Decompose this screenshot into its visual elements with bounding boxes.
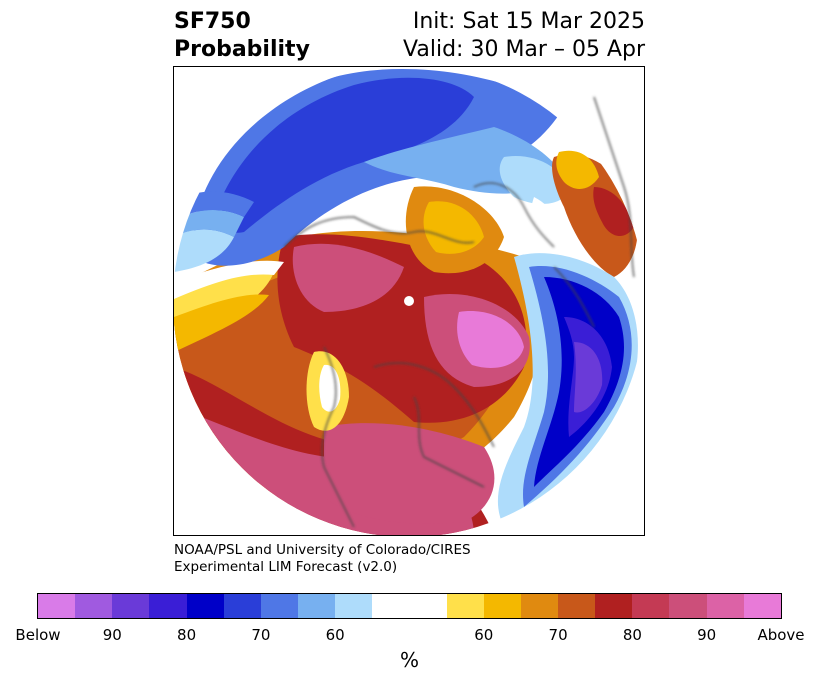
variable-name: SF750	[174, 9, 251, 34]
colorbar-above-bin-3	[557, 594, 596, 618]
colorbar-neutral-bin	[372, 594, 447, 618]
colorbar-tick-label: 80	[177, 626, 197, 644]
colorbar-tick-label: 70	[548, 626, 568, 644]
colorbar-tick-label: Above	[757, 626, 805, 644]
credit-line-2: Experimental LIM Forecast (v2.0)	[174, 559, 398, 575]
probability-field	[174, 67, 644, 535]
colorbar-above-bin-0	[446, 594, 484, 618]
colorbar-below-bin-3	[149, 594, 187, 618]
valid-date: Valid: 30 Mar – 05 Apr	[403, 37, 645, 62]
coastlines	[283, 96, 635, 528]
credit-line-1: NOAA/PSL and University of Colorado/CIRE…	[174, 542, 471, 558]
colorbar-above-bin-5	[632, 594, 670, 618]
colorbar	[37, 593, 782, 619]
colorbar-ticks: Below 90 80 70 60 60 70 80 90 Above	[0, 626, 819, 646]
polar-map	[173, 66, 645, 536]
colorbar-above-bin-8	[743, 594, 781, 618]
colorbar-above-bin-4	[595, 594, 633, 618]
map-title-left: SF750 Probability	[174, 8, 310, 64]
colorbar-below-bin-5	[223, 594, 261, 618]
credit-text: NOAA/PSL and University of Colorado/CIRE…	[174, 542, 471, 576]
init-date: Init: Sat 15 Mar 2025	[412, 9, 645, 34]
probability-map-svg	[174, 67, 644, 535]
colorbar-below-bin-0	[38, 594, 76, 618]
colorbar-tick-label: 80	[622, 626, 642, 644]
north-pole-marker	[404, 296, 414, 306]
colorbar-tick-label: 60	[474, 626, 494, 644]
colorbar-tick-label: Below	[15, 626, 61, 644]
colorbar-below-bin-4	[186, 594, 224, 618]
colorbar-tick-label: 60	[325, 626, 345, 644]
colorbar-above-bin-7	[706, 594, 744, 618]
colorbar-above-bin-1	[483, 594, 521, 618]
colorbar-below-bin-6	[260, 594, 298, 618]
colorbar-above-bin-6	[669, 594, 707, 618]
product-name: Probability	[174, 37, 310, 62]
colorbar-tick-label: 90	[102, 626, 122, 644]
colorbar-below-bin-8	[335, 594, 373, 618]
colorbar-below-bin-1	[75, 594, 113, 618]
map-title-right: Init: Sat 15 Mar 2025 Valid: 30 Mar – 05…	[403, 8, 645, 64]
colorbar-tick-label: 70	[251, 626, 271, 644]
colorbar-above-bin-2	[520, 594, 558, 618]
colorbar-below-bin-7	[297, 594, 336, 618]
colorbar-unit: %	[399, 648, 419, 672]
colorbar-below-bin-2	[112, 594, 150, 618]
colorbar-tick-label: 90	[697, 626, 717, 644]
